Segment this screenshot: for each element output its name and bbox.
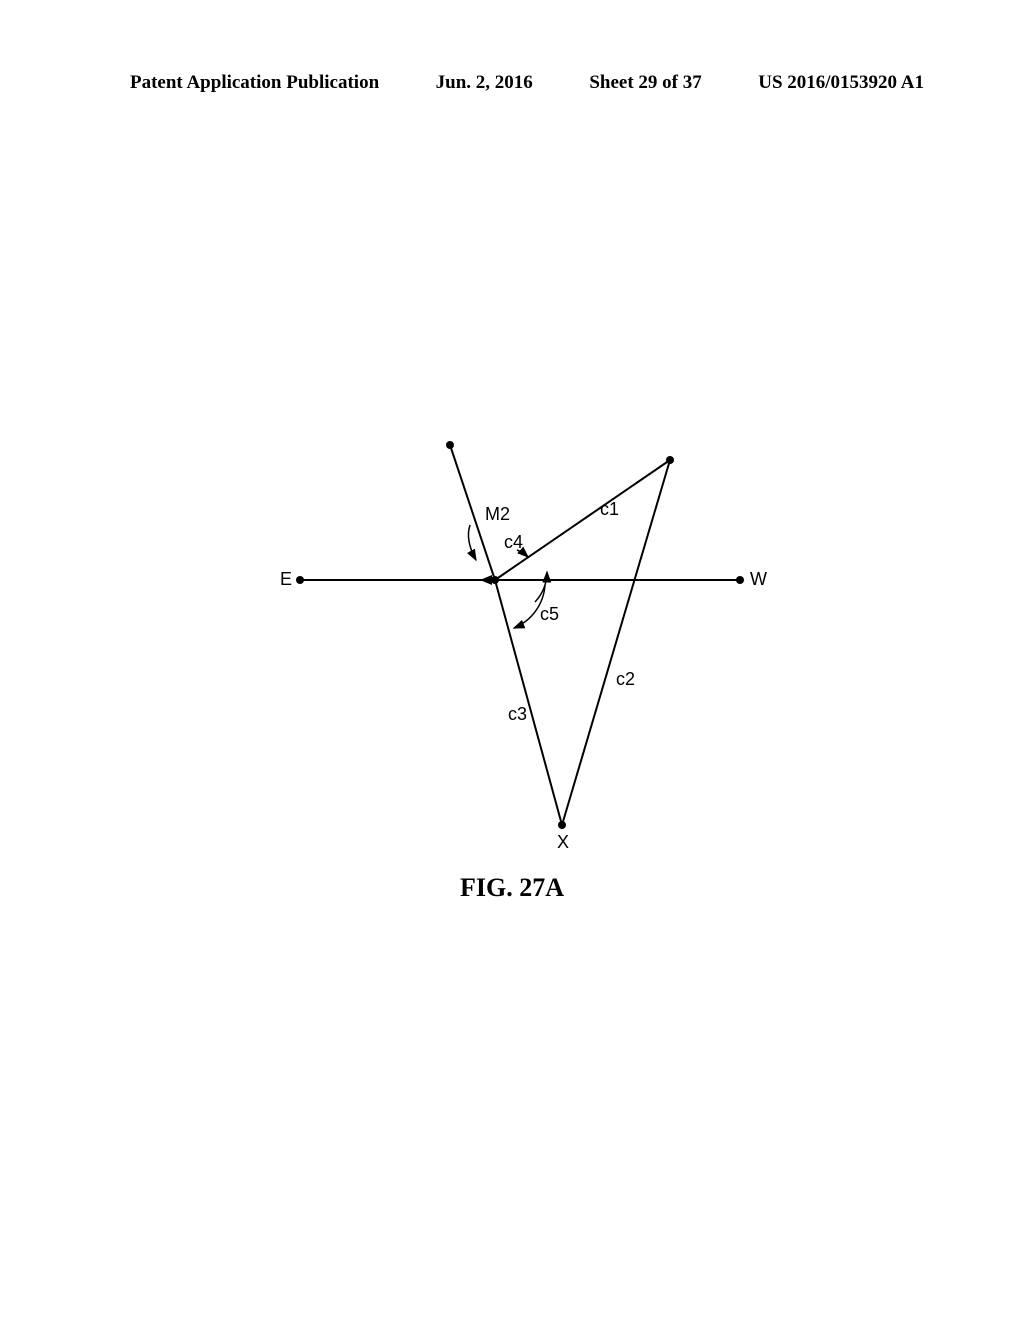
- label-c5: c5: [540, 604, 559, 624]
- label-c3: c3: [508, 704, 527, 724]
- arrow-ew-left: [480, 575, 492, 585]
- label-c2: c2: [616, 669, 635, 689]
- patent-number: US 2016/0153920 A1: [758, 72, 924, 94]
- publication-type: Patent Application Publication: [130, 72, 379, 94]
- line-c1: [495, 460, 670, 580]
- leader-m2: [468, 525, 476, 560]
- dot-e: [296, 576, 304, 584]
- label-x: X: [557, 832, 569, 852]
- label-e: E: [280, 569, 292, 589]
- dot-topleft: [446, 441, 454, 449]
- label-c4: c4: [504, 532, 523, 552]
- dot-w: [736, 576, 744, 584]
- dot-center: [491, 576, 499, 584]
- sheet-number: Sheet 29 of 37: [589, 72, 701, 94]
- diagram: E W X M2 c1 c2 c3 c4 c5: [270, 430, 770, 880]
- publication-date: Jun. 2, 2016: [436, 72, 533, 94]
- label-m2: M2: [485, 504, 510, 524]
- dot-x: [558, 821, 566, 829]
- figure-caption: FIG. 27A: [0, 873, 1024, 903]
- label-w: W: [750, 569, 767, 589]
- label-c1: c1: [600, 499, 619, 519]
- dot-topright: [666, 456, 674, 464]
